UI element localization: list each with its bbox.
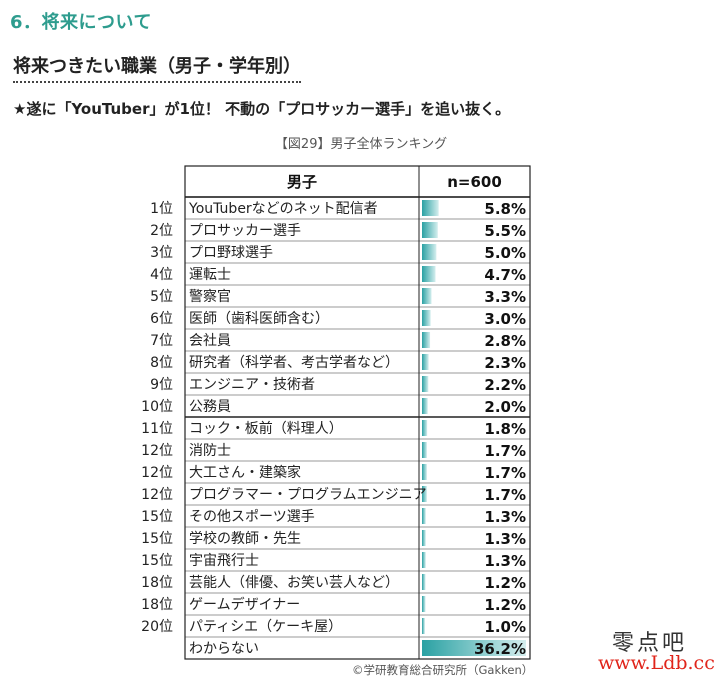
value-label: 1.2% bbox=[484, 574, 526, 592]
value-label: 2.3% bbox=[484, 354, 526, 372]
bar bbox=[422, 420, 428, 436]
rank-label: 12位 bbox=[141, 487, 173, 503]
value-label: 3.3% bbox=[484, 288, 526, 306]
bar bbox=[422, 310, 431, 326]
bar bbox=[422, 464, 427, 480]
column-header-boys: 男子 bbox=[287, 173, 317, 191]
lead-text: ★遂に「YouTuber」が1位！ 不動の「プロサッカー選手」を追い抜く。 bbox=[13, 100, 511, 118]
rank-label: 6位 bbox=[150, 311, 173, 327]
job-label: 研究者（科学者、考古学者など） bbox=[189, 355, 399, 371]
bar bbox=[422, 266, 436, 282]
bar bbox=[422, 552, 426, 568]
job-label: 大工さん・建築家 bbox=[189, 464, 301, 481]
job-label: YouTuberなどのネット配信者 bbox=[188, 201, 378, 217]
rank-label: 8位 bbox=[150, 355, 173, 371]
bar bbox=[422, 442, 427, 458]
rank-label: 11位 bbox=[141, 421, 173, 437]
bar bbox=[422, 530, 426, 546]
bar bbox=[422, 618, 425, 634]
figure-caption: 【図29】男子全体ランキング bbox=[274, 137, 448, 152]
value-label: 2.8% bbox=[484, 332, 526, 350]
rank-label: 15位 bbox=[141, 553, 173, 569]
value-label: 5.8% bbox=[484, 200, 526, 218]
rank-label: 18位 bbox=[141, 597, 173, 613]
job-label: エンジニア・技術者 bbox=[189, 377, 315, 393]
watermark-url: www.Ldb.cc bbox=[598, 652, 715, 674]
job-label: プログラマー・プログラムエンジニア bbox=[189, 487, 427, 503]
bar bbox=[422, 486, 427, 502]
job-label: プロ野球選手 bbox=[189, 245, 273, 261]
bar bbox=[422, 332, 431, 348]
rank-label: 2位 bbox=[150, 223, 173, 239]
value-label: 5.5% bbox=[484, 222, 526, 240]
job-label: 警察官 bbox=[189, 288, 231, 305]
job-label: 公務員 bbox=[189, 399, 231, 415]
job-label: 学校の教師・先生 bbox=[189, 530, 301, 547]
bar bbox=[422, 244, 437, 260]
rank-label: 1位 bbox=[150, 201, 173, 217]
bar bbox=[422, 200, 439, 216]
copyright: ©学研教育総合研究所（Gakken） bbox=[352, 663, 534, 677]
bar bbox=[422, 398, 428, 414]
value-label: 2.2% bbox=[484, 376, 526, 394]
watermark-logo: 零点吧 bbox=[612, 631, 688, 656]
value-label: 1.7% bbox=[484, 486, 526, 504]
rank-label: 12位 bbox=[141, 465, 173, 481]
job-label: パティシエ（ケーキ屋） bbox=[189, 619, 342, 635]
job-label: 会社員 bbox=[189, 333, 231, 349]
value-label: 1.7% bbox=[484, 464, 526, 482]
bar bbox=[422, 354, 429, 370]
job-label: 宇宙飛行士 bbox=[189, 553, 259, 569]
rank-label: 20位 bbox=[141, 619, 173, 635]
sub-heading: 将来つきたい職業（男子・学年別） bbox=[13, 52, 301, 83]
rank-label: 15位 bbox=[141, 509, 173, 525]
bar bbox=[422, 640, 526, 656]
rank-label: 18位 bbox=[141, 575, 173, 591]
value-label: 3.0% bbox=[484, 310, 526, 328]
rank-label: 7位 bbox=[150, 333, 173, 349]
rank-label: 12位 bbox=[141, 443, 173, 459]
bar bbox=[422, 288, 432, 304]
rank-label: 4位 bbox=[150, 267, 173, 283]
value-label: 1.0% bbox=[484, 618, 526, 636]
rank-label: 15位 bbox=[141, 531, 173, 547]
value-label: 2.0% bbox=[484, 398, 526, 416]
job-label: 消防士 bbox=[189, 443, 231, 459]
job-label: 芸能人（俳優、お笑い芸人など） bbox=[189, 575, 399, 591]
value-label: 36.2% bbox=[474, 640, 526, 658]
rank-label: 5位 bbox=[150, 289, 173, 305]
value-label: 1.3% bbox=[484, 530, 526, 548]
bar bbox=[422, 574, 426, 590]
bar bbox=[422, 508, 426, 524]
job-label: その他スポーツ選手 bbox=[189, 509, 315, 525]
rank-label: 3位 bbox=[150, 245, 173, 261]
section-heading: 6．将来について bbox=[10, 12, 152, 33]
value-label: 1.7% bbox=[484, 442, 526, 460]
table-border bbox=[184, 165, 531, 660]
value-label: 1.2% bbox=[484, 596, 526, 614]
job-label: わからない bbox=[189, 641, 259, 657]
column-header-n: n=600 bbox=[447, 173, 502, 191]
bar bbox=[422, 376, 429, 392]
job-label: コック・板前（料理人） bbox=[189, 420, 343, 437]
rank-label: 9位 bbox=[150, 377, 173, 393]
job-label: ゲームデザイナー bbox=[189, 596, 300, 613]
bar bbox=[422, 596, 426, 612]
value-label: 4.7% bbox=[484, 266, 526, 284]
value-label: 1.8% bbox=[484, 420, 526, 438]
value-label: 5.0% bbox=[484, 244, 526, 262]
bar bbox=[422, 222, 438, 238]
value-label: 1.3% bbox=[484, 552, 526, 570]
value-label: 1.3% bbox=[484, 508, 526, 526]
job-label: 医師（歯科医師含む） bbox=[189, 311, 329, 327]
rank-label: 10位 bbox=[141, 399, 173, 415]
job-label: プロサッカー選手 bbox=[189, 223, 301, 239]
job-label: 運転士 bbox=[189, 267, 231, 283]
